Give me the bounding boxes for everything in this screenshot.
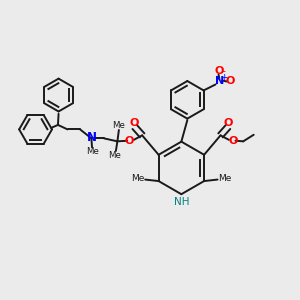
Text: O: O [228,136,238,146]
Text: O: O [226,76,235,86]
Text: NH: NH [174,197,189,207]
Text: Me: Me [131,174,144,183]
Text: O: O [214,66,224,76]
Text: +: + [220,73,228,82]
Text: Me: Me [218,174,232,183]
Text: Me: Me [86,147,99,156]
Text: N: N [215,76,224,85]
Text: N: N [86,131,96,144]
Text: Me: Me [109,151,122,160]
Text: O: O [129,118,139,128]
Text: Me: Me [112,121,125,130]
Text: -: - [221,66,225,76]
Text: O: O [125,136,134,146]
Text: O: O [224,118,233,128]
